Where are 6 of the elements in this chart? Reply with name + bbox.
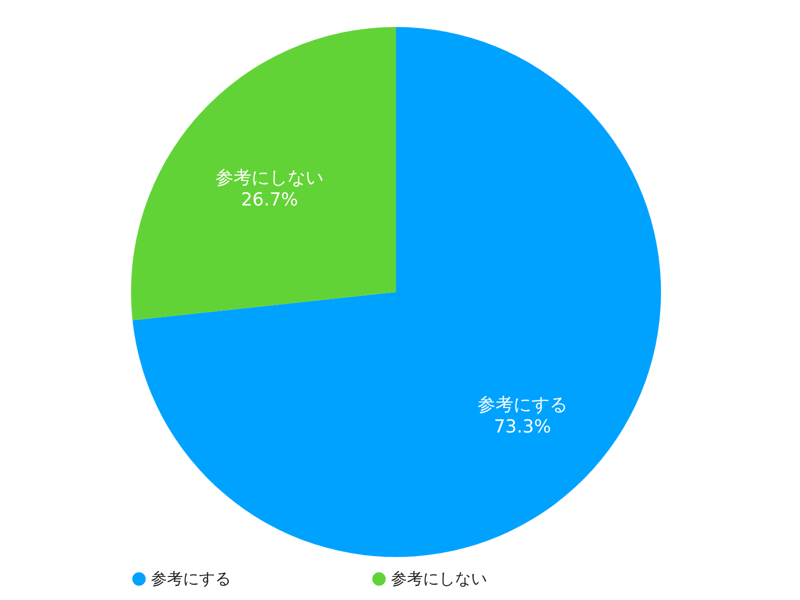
data-label: 73.3% bbox=[494, 416, 552, 438]
legend-label: 参考にしない bbox=[391, 569, 487, 588]
slice-label: 参考にしない bbox=[216, 167, 324, 188]
data-label: 26.7% bbox=[240, 189, 298, 210]
legend-label: 参考にする bbox=[151, 569, 231, 588]
slice-label: 参考にする bbox=[477, 394, 568, 416]
